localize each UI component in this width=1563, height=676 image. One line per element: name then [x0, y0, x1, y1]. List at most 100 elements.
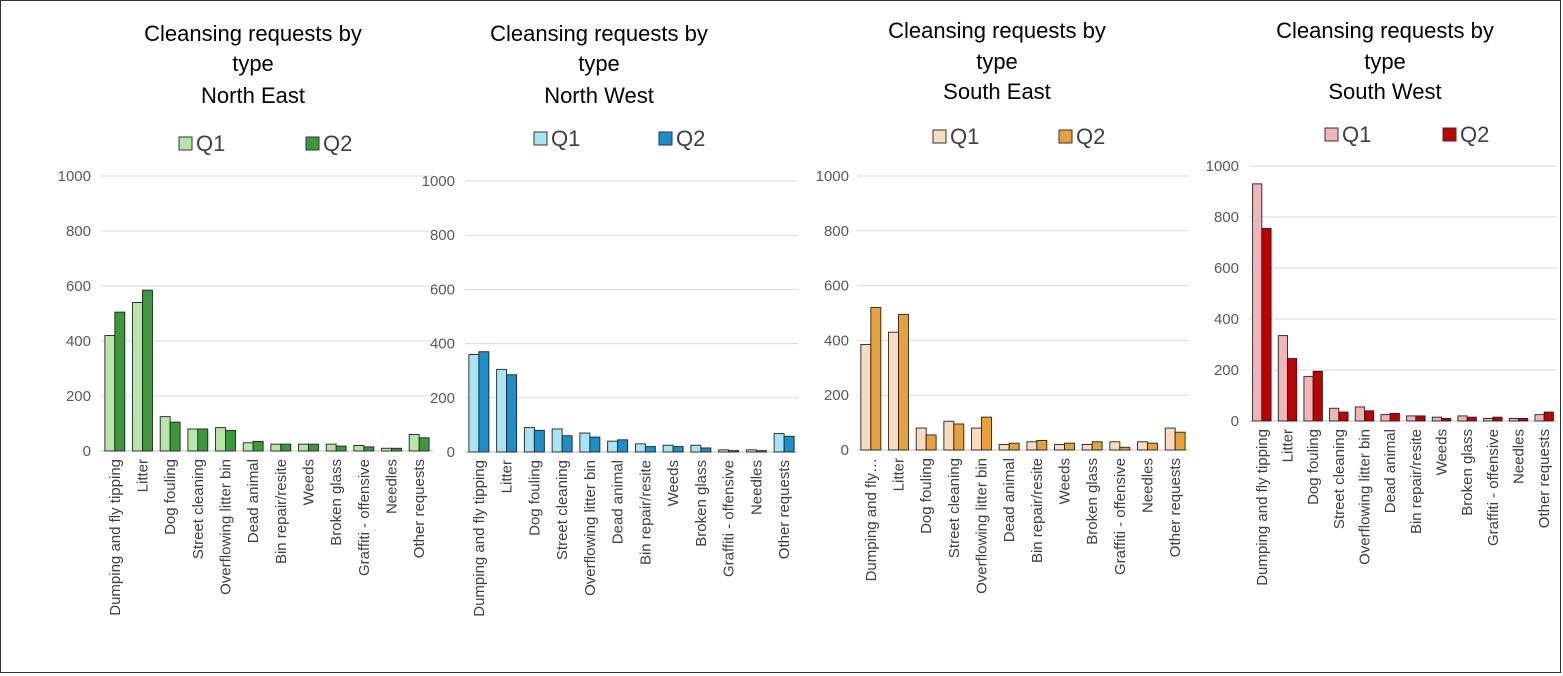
- x-category-label: Graffiti - offensive: [1485, 429, 1502, 546]
- bar-q1: [1277, 335, 1288, 422]
- y-tick-label: 400: [824, 332, 849, 349]
- x-category-label: Broken glass: [693, 460, 710, 547]
- legend-swatch-q2: [305, 136, 320, 151]
- bar-q2: [418, 437, 430, 452]
- bar-q2: [225, 429, 236, 452]
- y-tick-label: 200: [824, 387, 849, 404]
- bar-q2: [1364, 410, 1375, 422]
- bar-q2: [1338, 411, 1349, 422]
- legend-label-q2: Q2: [1460, 122, 1489, 147]
- bar-q1: [1164, 427, 1176, 451]
- x-category-label: Dumping and fly tipping: [471, 460, 488, 617]
- bar-q2: [1287, 358, 1298, 422]
- bar-q1: [1406, 415, 1417, 422]
- x-category-label: Overflowing litter bin: [974, 458, 991, 594]
- legend-swatch-q2: [1058, 129, 1073, 144]
- x-category-label: Litter: [1280, 429, 1297, 462]
- bar-q2: [1543, 411, 1554, 422]
- x-category-label: Dumping and fly…: [863, 458, 880, 581]
- bar-q1: [998, 444, 1010, 451]
- bar-q2: [783, 435, 795, 453]
- y-tick-label: 0: [447, 444, 455, 461]
- bar-q2: [391, 447, 402, 452]
- bar-q2: [1008, 442, 1020, 451]
- bar-q2: [1119, 446, 1131, 451]
- bar-q1: [1534, 414, 1545, 422]
- chart-title-line: Cleansing requests by: [1276, 18, 1494, 43]
- bar-q1: [215, 427, 226, 452]
- bar-q2: [561, 435, 573, 453]
- chart-title-line: type: [578, 51, 620, 76]
- x-category-label: Bin repair/resite: [273, 459, 290, 564]
- bar-q2: [335, 445, 347, 452]
- x-category-label: Needles: [748, 460, 765, 515]
- bar-q2: [114, 311, 126, 452]
- chart-title-line: Cleansing requests by: [490, 21, 708, 46]
- bar-q2: [589, 436, 601, 453]
- legend-swatch-q1: [178, 136, 193, 151]
- legend-label-q2: Q2: [323, 131, 352, 156]
- y-tick-label: 1000: [58, 168, 91, 185]
- bar-q2: [197, 428, 209, 452]
- legend-label-q2: Q2: [1076, 124, 1105, 149]
- x-category-label: Litter: [499, 460, 516, 493]
- bar-q2: [1492, 416, 1503, 422]
- y-tick-label: 600: [1214, 260, 1239, 277]
- bar-q2: [1466, 416, 1477, 422]
- bar-q1: [773, 433, 785, 453]
- x-category-label: Other requests: [1536, 429, 1553, 528]
- bar-q1: [690, 444, 702, 453]
- legend-swatch-q1: [1324, 127, 1339, 142]
- x-category-label: Graffiti - offensive: [721, 460, 738, 577]
- x-category-label: Street cleaning: [554, 460, 571, 560]
- x-category-label: Dumping and fly tipping: [107, 459, 124, 616]
- bar-q1: [187, 428, 199, 452]
- bar-q2: [1261, 228, 1272, 422]
- bar-q2: [755, 450, 767, 453]
- x-category-label: Bin repair/resite: [1408, 429, 1425, 534]
- x-category-label: Overflowing litter bin: [582, 460, 599, 596]
- x-category-label: Dog fouling: [162, 459, 179, 535]
- bar-q1: [1483, 418, 1494, 422]
- legend-label-q1: Q1: [1342, 122, 1371, 147]
- bar-q1: [325, 443, 337, 452]
- x-category-label: Broken glass: [328, 459, 345, 546]
- bar-q2: [925, 434, 937, 451]
- bar-q2: [506, 374, 518, 453]
- y-tick-label: 0: [1231, 413, 1239, 430]
- bar-q2: [1518, 418, 1529, 422]
- legend-label-q2: Q2: [676, 126, 705, 151]
- x-category-label: Weeds: [1057, 458, 1074, 504]
- y-tick-label: 1000: [816, 168, 849, 185]
- chart-title-line: Cleansing requests by: [888, 18, 1106, 43]
- bar-q1: [745, 449, 757, 453]
- x-category-label: Dead animal: [1382, 429, 1399, 513]
- x-category-label: Dog fouling: [918, 458, 935, 534]
- bar-q2: [1389, 412, 1400, 422]
- bar-q2: [870, 307, 882, 451]
- bar-q2: [1415, 415, 1426, 422]
- y-tick-label: 0: [83, 443, 91, 460]
- x-category-label: Street cleaning: [190, 459, 207, 559]
- bar-q1: [1508, 418, 1519, 422]
- bar-q2: [280, 443, 292, 452]
- chart-title-line: South West: [1328, 79, 1441, 104]
- y-tick-label: 600: [430, 281, 455, 298]
- bar-q1: [1081, 444, 1093, 451]
- bar-q2: [1174, 431, 1186, 451]
- x-category-label: Broken glass: [1084, 458, 1101, 545]
- bar-q1: [1303, 375, 1314, 422]
- bar-q1: [579, 432, 591, 453]
- y-tick-label: 800: [1214, 209, 1239, 226]
- x-category-label: Bin repair/resite: [1029, 458, 1046, 563]
- chart-title-line: Cleansing requests by: [144, 21, 362, 46]
- bar-q2: [363, 446, 375, 452]
- bar-q2: [142, 289, 153, 452]
- bar-q1: [1109, 441, 1121, 451]
- y-tick-label: 400: [66, 333, 91, 350]
- chart-title-line: type: [1364, 49, 1406, 74]
- bar-q2: [1441, 418, 1452, 422]
- bar-q1: [468, 353, 480, 453]
